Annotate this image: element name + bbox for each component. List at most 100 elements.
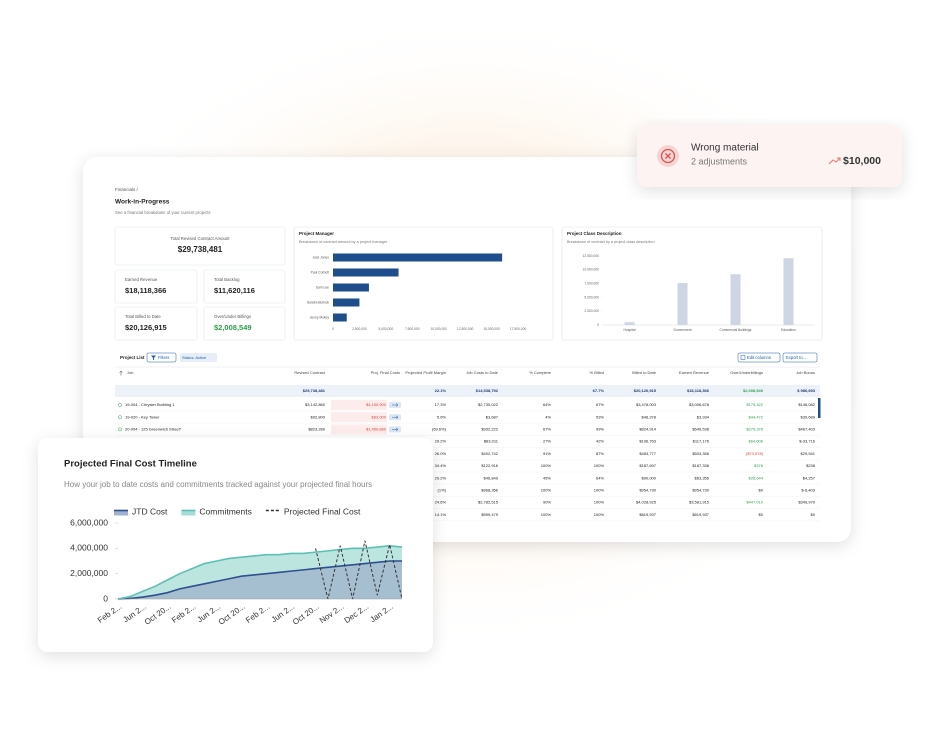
x-tick-label: 5,000,000 [379, 327, 394, 331]
cost-highlight [331, 424, 387, 435]
chart-subtitle: Breakdown of contract amount by a projec… [299, 240, 388, 244]
table-cell: $483,777 [639, 451, 656, 456]
area [118, 561, 402, 599]
x-tick-label: 7,500,000 [405, 327, 420, 331]
export-label: Export to... [786, 355, 806, 360]
edit-columns-button[interactable] [737, 352, 781, 363]
table-cell: $3,142,860 [305, 402, 326, 407]
chart-title: Projected Final Cost Timeline [64, 459, 197, 470]
table-cell: $549,538 [692, 426, 709, 431]
export-button[interactable] [782, 352, 818, 363]
table-cell: 4% [545, 414, 551, 419]
kpi-value: $2,008,549 [214, 323, 252, 332]
table-cell: 45% [543, 475, 551, 480]
chart-title: Project Manager [299, 231, 334, 236]
table-cell: 42% [596, 439, 604, 444]
table-cell: $1,450,880 [366, 426, 387, 431]
table-cell: $-6,403 [801, 487, 815, 492]
filters-button[interactable] [146, 352, 177, 363]
x-tick-label: Commercial Buildings [720, 328, 752, 332]
x-tick-label: 12,500,000 [457, 327, 474, 331]
y-tick-label: Paul Corbett [311, 270, 329, 274]
sort-arrow [119, 370, 123, 376]
legend-swatch [181, 510, 196, 516]
kpi-value: $20,126,915 [125, 323, 167, 332]
table-cell: 99% [596, 426, 604, 431]
table-cell: 100% [541, 487, 552, 492]
table-cell: 100% [541, 512, 552, 517]
table-cell: $376 [754, 463, 764, 468]
table-cell: 27% [543, 439, 551, 444]
status-label: Status: Active [182, 355, 207, 360]
totals-band [115, 385, 820, 397]
table-cell: $954,730 [692, 487, 709, 492]
table-cell: $0 [811, 512, 816, 517]
table-cell: $83,000 [372, 414, 387, 419]
table-cell: $39,689 [801, 414, 816, 419]
page-subtitle: See a financial breakdown of your curren… [115, 210, 211, 215]
x-tick-label: 17,500,000 [510, 327, 527, 331]
error-icon-x [665, 153, 671, 159]
table-cell: $4,150,900 [366, 402, 387, 407]
kpi-card [114, 269, 198, 304]
table-cell: $503,356 [692, 451, 709, 456]
bar [730, 274, 741, 325]
cost-highlight [331, 412, 387, 423]
status-pill[interactable] [180, 353, 217, 362]
bar [624, 322, 635, 325]
column-header: % Complete [529, 370, 552, 375]
column-header: Billed to Date [632, 370, 657, 375]
bar [783, 258, 794, 325]
notification: Wrong material 2 adjustments $10,000 [657, 143, 881, 167]
kpi-value: $11,620,116 [214, 286, 255, 295]
column-header: Proj. Final Costs [371, 370, 400, 375]
table-cell: $4,028,925 [636, 500, 657, 505]
table-cell: 100% [594, 500, 605, 505]
table-cell: $349,970 [798, 500, 815, 505]
bar [333, 268, 399, 277]
table-cell: 67% [543, 426, 551, 431]
table-cell: (69.6%) [432, 426, 447, 431]
table-cell: 91% [543, 451, 551, 456]
legend-label: JTD Cost [132, 506, 168, 516]
table-cell: 24.6% [435, 500, 447, 505]
table-cell: $3,478,003 [636, 402, 657, 407]
table-cell: $999,479 [481, 512, 498, 517]
total-cell: $ 986,693 [797, 388, 816, 393]
table-cell: $29,941 [801, 451, 816, 456]
chart-subtitle: Breakdown of contract by a project class… [567, 240, 655, 244]
cost-highlight [331, 400, 387, 410]
column-header: Earned Revenue [679, 370, 710, 375]
table-cell: $3,934 [697, 414, 710, 419]
chart-title: Project Class Description [567, 231, 622, 236]
table-cell: $63,356 [695, 475, 710, 480]
total-cell: $2,008,549 [743, 388, 764, 393]
table-cell: $146,082 [798, 402, 815, 407]
kpi-card [203, 306, 286, 341]
bar [677, 283, 688, 325]
table-cell: $4,257 [803, 475, 816, 480]
legend-label: Commitments [199, 506, 251, 516]
table-cell: 29.2% [435, 439, 447, 444]
edit-columns-label: Edit columns [747, 355, 771, 360]
table-cell: (1%) [438, 487, 447, 492]
page-title: Work-in-Progress [115, 199, 170, 206]
table-cell: $46,849 [484, 475, 499, 480]
y-tick-label: 2,000,000 [70, 568, 108, 578]
table-cell: 14.1% [435, 512, 447, 517]
table-cell: $2,782,515 [478, 500, 499, 505]
total-cell: $14,538,792 [476, 388, 499, 393]
detail-arrow [392, 427, 399, 432]
table-cell: $196,763 [639, 439, 656, 444]
notification-card[interactable] [637, 125, 902, 187]
chart-card [561, 226, 823, 341]
column-header: Job Costs to Date [466, 370, 499, 375]
kpi-label: Total Billed to Date [125, 314, 161, 319]
y-tick-label: 10,000,000 [582, 268, 599, 272]
table-cell: $0 [759, 512, 764, 517]
table-cell: 34.4% [435, 463, 447, 468]
total-cell: 67.7% [593, 388, 605, 393]
breadcrumb: Financials / [115, 187, 139, 192]
columns-icon [740, 355, 746, 360]
